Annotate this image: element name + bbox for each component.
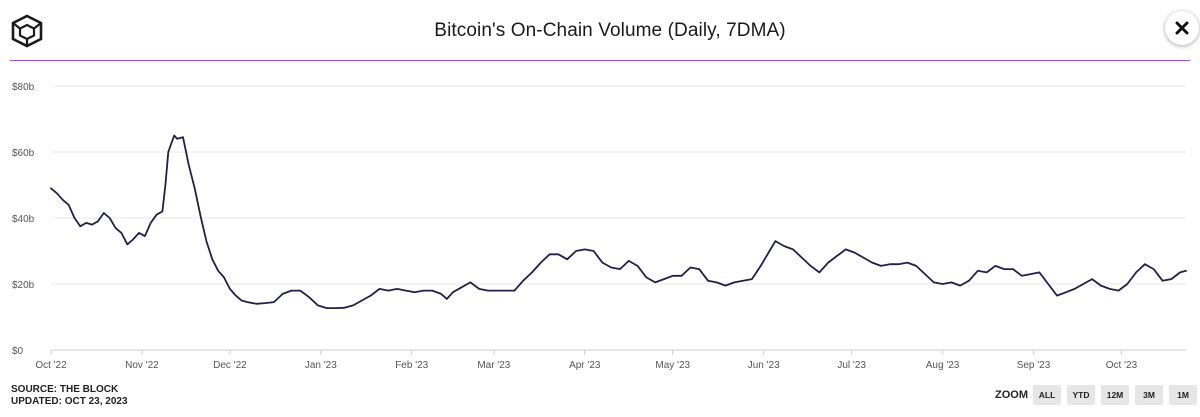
x-tick-label: May '23 <box>655 360 690 371</box>
zoom-label: ZOOM <box>995 389 1028 401</box>
y-tick-label: $0 <box>12 346 24 357</box>
chart-title: Bitcoin's On-Chain Volume (Daily, 7DMA) <box>434 20 786 41</box>
x-tick-label: Jul '23 <box>837 360 866 371</box>
source-label: SOURCE: THE BLOCK <box>11 384 119 395</box>
source-info: SOURCE: THE BLOCK UPDATED: OCT 23, 2023 <box>11 384 128 408</box>
zoom-3m-button[interactable]: 3M <box>1135 385 1163 405</box>
series-line <box>50 134 1187 309</box>
volume-line-chart: $0 $20b $40b $60b $80b Oct '22 Nov '22 Dec '22 J… <box>12 82 1187 371</box>
y-tick-label: $60b <box>12 148 35 159</box>
x-tick-label: Jan '23 <box>305 360 337 371</box>
y-tick-label: $20b <box>12 280 35 291</box>
chart-header: Bitcoin's On-Chain Volume (Daily, 7DMA) <box>0 0 1200 62</box>
zoom-controls: ZOOM ALL YTD 12M 3M 1M <box>995 385 1197 405</box>
x-tick-label: Aug '23 <box>926 360 960 371</box>
x-tick-label: Sep '23 <box>1017 360 1051 371</box>
x-tick-label: Oct '23 <box>1106 360 1138 371</box>
x-tick-label: Jun '23 <box>748 360 780 371</box>
x-tick-label: Nov '22 <box>125 360 159 371</box>
y-tick-label: $80b <box>12 82 35 93</box>
the-block-cube-logo-icon <box>11 14 43 48</box>
close-button[interactable] <box>1165 11 1199 45</box>
x-tick-label: Apr '23 <box>569 360 601 371</box>
zoom-12m-button[interactable]: 12M <box>1101 385 1129 405</box>
x-tick-label: Mar '23 <box>477 360 510 371</box>
x-tick-label: Oct '22 <box>35 360 67 371</box>
zoom-all-button[interactable]: ALL <box>1033 385 1061 405</box>
y-tick-label: $40b <box>12 214 35 225</box>
updated-label: UPDATED: OCT 23, 2023 <box>11 396 128 407</box>
close-icon <box>1175 21 1189 35</box>
zoom-1m-button[interactable]: 1M <box>1169 385 1197 405</box>
title-divider <box>10 60 1190 61</box>
x-tick-label: Dec '22 <box>213 360 247 371</box>
x-tick-label: Feb '23 <box>395 360 428 371</box>
zoom-ytd-button[interactable]: YTD <box>1067 385 1095 405</box>
